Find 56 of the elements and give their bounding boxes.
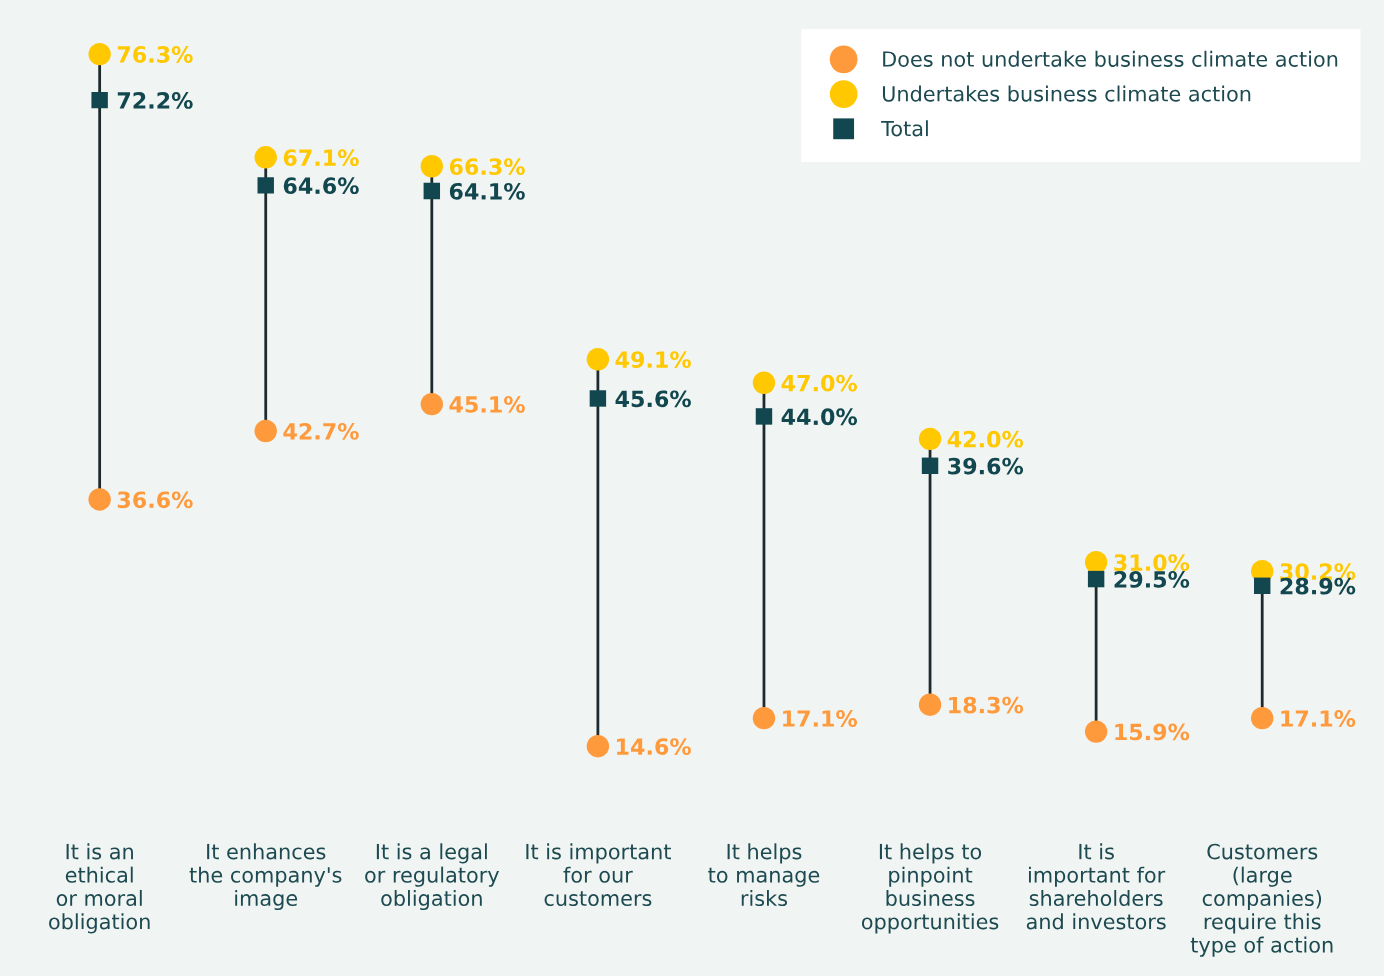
- point: [755, 408, 773, 425]
- point: [1087, 570, 1105, 588]
- point: [91, 91, 108, 109]
- x-tick-label: It is important for our customers: [526, 843, 671, 907]
- legend-label: Total: [881, 120, 928, 137]
- point: [589, 390, 607, 407]
- x-tick-label: It enhances the company's image: [189, 843, 342, 911]
- point: [918, 427, 942, 451]
- point: [254, 419, 277, 443]
- point: [752, 706, 776, 730]
- x-tick-label: It is a legal or regulatory obligation: [365, 843, 500, 911]
- data-label: 29.5%: [1114, 571, 1190, 588]
- x-tick-label: It is an ethical or moral obligation: [49, 843, 150, 934]
- data-label: 64.1%: [449, 182, 525, 200]
- x-tick-label: Customers (large companies) require this type of action: [1190, 843, 1333, 957]
- data-label: 14.6%: [617, 738, 691, 755]
- x-tick-label: It is important for shareholders and investors: [1026, 843, 1166, 930]
- data-label: 42.0%: [947, 430, 1024, 448]
- point: [1253, 577, 1271, 595]
- legend-label: Does not undertake business climate action: [883, 50, 1338, 67]
- data-label: 64.6%: [283, 177, 359, 195]
- point: [1084, 551, 1108, 574]
- data-label: 47.0%: [781, 374, 858, 392]
- data-label: 72.2%: [117, 92, 193, 109]
- x-tick-label: It helps to pinpoint business opportunities: [861, 843, 999, 934]
- point: [88, 488, 111, 511]
- data-label: 76.3%: [117, 46, 193, 63]
- data-label: 36.6%: [117, 491, 193, 509]
- data-label: 44.0%: [781, 408, 858, 426]
- x-tick-label: It helps to manage risks: [708, 843, 820, 907]
- point: [1251, 706, 1274, 730]
- data-label: 15.9%: [1115, 723, 1190, 741]
- data-label: 17.1%: [1281, 710, 1356, 727]
- data-label: 17.1%: [783, 710, 858, 727]
- data-label: 42.7%: [283, 422, 359, 440]
- point: [586, 348, 610, 371]
- data-label: 45.6%: [615, 390, 691, 408]
- point: [257, 177, 274, 194]
- point: [420, 392, 444, 416]
- point: [420, 155, 444, 178]
- point: [752, 371, 776, 394]
- data-label: 39.6%: [948, 457, 1024, 475]
- data-label: 18.3%: [949, 696, 1024, 714]
- data-label: 66.3%: [449, 158, 525, 176]
- data-label: 45.1%: [449, 396, 525, 413]
- data-label: 67.1%: [283, 149, 359, 167]
- data-label: 31.0%: [1114, 554, 1190, 571]
- point: [586, 735, 610, 758]
- point: [918, 693, 942, 716]
- point: [1084, 720, 1108, 743]
- legend-label: Undertakes business climate action: [882, 85, 1251, 102]
- point: [88, 42, 111, 66]
- point: [254, 146, 277, 169]
- point: [423, 182, 441, 200]
- point: [921, 457, 939, 474]
- data-label: 49.1%: [615, 351, 691, 368]
